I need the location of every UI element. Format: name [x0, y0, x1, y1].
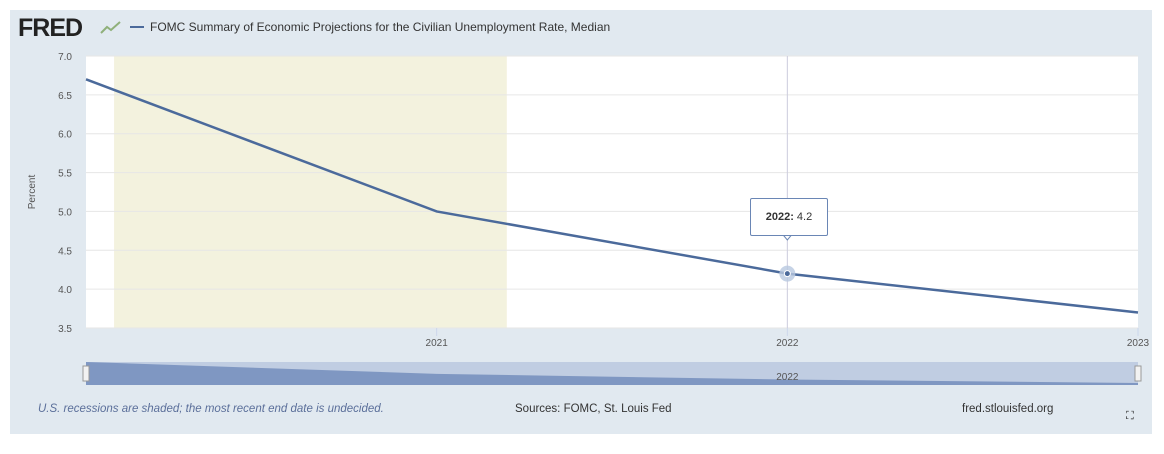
recession-note: U.S. recessions are shaded; the most rec… [38, 403, 384, 415]
y-tick-label: 6.0 [58, 130, 72, 141]
recession-shading [114, 56, 507, 328]
navigator-handle-right[interactable] [1134, 365, 1142, 382]
series-title[interactable]: FOMC Summary of Economic Projections for… [150, 20, 611, 34]
navigator-series [86, 362, 1138, 385]
navigator-handle-left[interactable] [82, 365, 90, 382]
fred-logo[interactable]: FRED [18, 14, 83, 42]
y-tick-label: 5.0 [58, 207, 72, 218]
fred-logo-chart-icon [100, 21, 121, 34]
x-tick-label: 2023 [1127, 338, 1150, 349]
series-line [85, 78, 1139, 314]
tooltip-value: 4.2 [796, 211, 813, 223]
y-tick-label: 7.0 [58, 52, 72, 63]
fullscreen-icon[interactable]: ⛶ [1126, 410, 1134, 422]
line-chart[interactable]: 3.5 4.0 4.5 5.0 5.5 6.0 6.5 7.0 2021 2022 2023 2022… [0, 0, 1164, 400]
tooltip: 2022: 4.2 [750, 198, 828, 236]
y-tick-label: 5.5 [58, 169, 72, 180]
x-tick-label: 2022 [776, 338, 799, 349]
sources: Sources: FOMC, St. Louis Fed [515, 403, 672, 415]
legend-swatch [130, 26, 144, 28]
navigator-label: 2022 [776, 372, 799, 383]
legend: FOMC Summary of Economic Projections for… [130, 20, 610, 34]
data-point [783, 270, 791, 278]
y-tick-label: 4.5 [58, 246, 72, 257]
tooltip-label: 2022: [765, 211, 794, 223]
y-tick-label: 6.5 [58, 91, 72, 102]
x-tick-label: 2021 [426, 338, 449, 349]
y-axis-label: Percent [27, 175, 38, 210]
y-tick-label: 4.0 [58, 285, 72, 296]
site-link[interactable]: fred.stlouisfed.org [962, 403, 1054, 415]
y-tick-label: 3.5 [58, 324, 72, 335]
